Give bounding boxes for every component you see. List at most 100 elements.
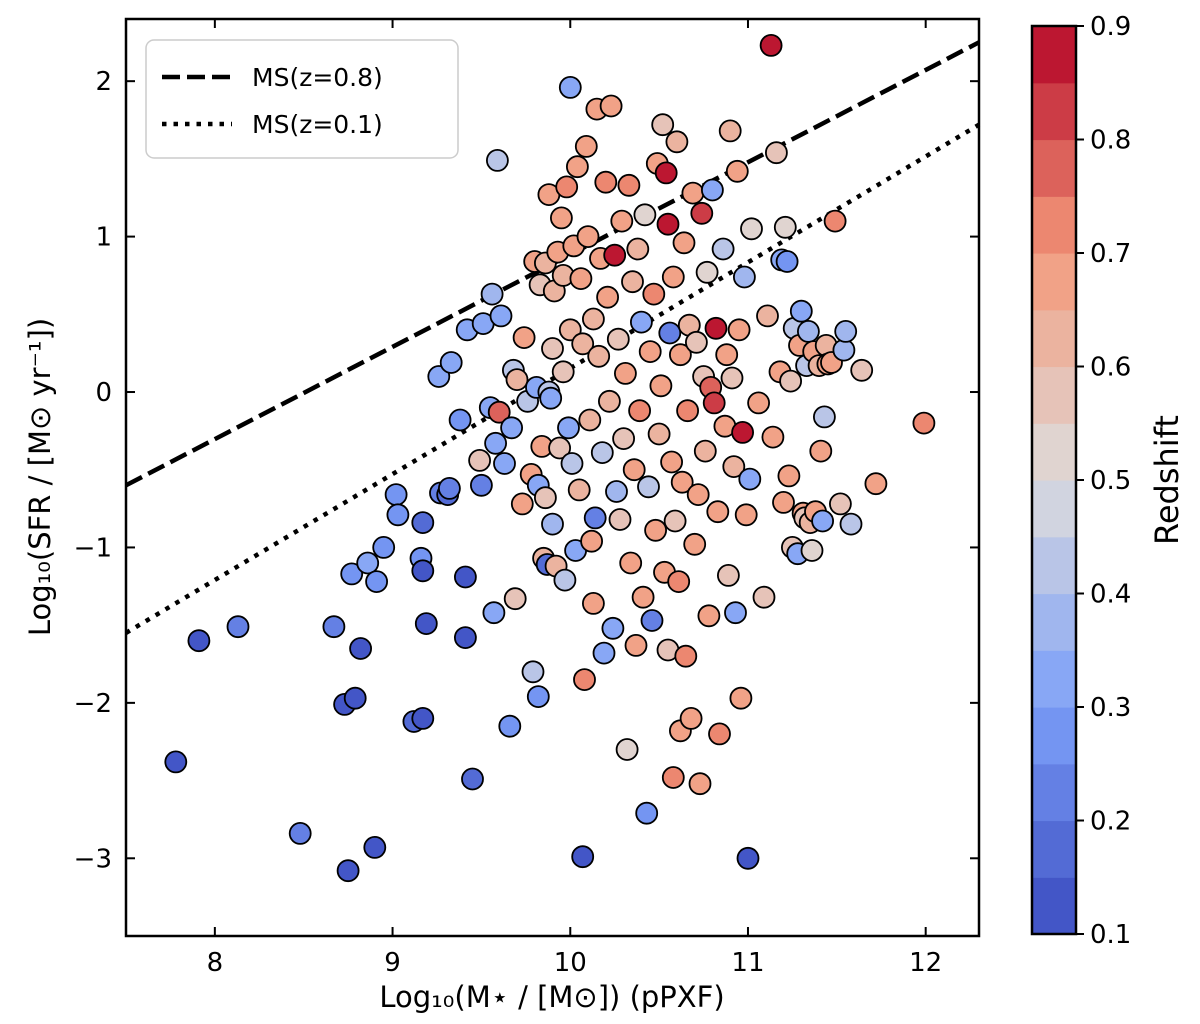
data-point bbox=[722, 455, 746, 479]
y-tick-label: 2 bbox=[95, 67, 112, 97]
data-point bbox=[582, 307, 605, 331]
data-point bbox=[365, 570, 389, 593]
data-point bbox=[649, 374, 673, 398]
colorbar-segment bbox=[1032, 536, 1076, 595]
colorbar-tick-label: 0.5 bbox=[1090, 466, 1131, 496]
data-point bbox=[187, 629, 211, 653]
data-point bbox=[322, 615, 346, 639]
data-point bbox=[690, 201, 714, 225]
colorbar-tick-label: 0.7 bbox=[1090, 239, 1131, 269]
data-point bbox=[576, 225, 600, 249]
data-point bbox=[811, 509, 834, 533]
data-point bbox=[343, 686, 367, 710]
x-tick-label: 11 bbox=[731, 948, 764, 978]
colorbar-segment bbox=[1032, 139, 1076, 197]
data-point bbox=[560, 452, 584, 475]
data-point bbox=[665, 130, 689, 154]
data-point bbox=[288, 822, 312, 845]
data-point bbox=[510, 492, 534, 516]
data-point bbox=[411, 707, 435, 730]
data-point bbox=[226, 615, 250, 639]
data-point bbox=[702, 391, 726, 415]
data-point bbox=[654, 161, 678, 185]
data-point bbox=[834, 319, 858, 343]
data-point bbox=[461, 767, 484, 791]
data-point bbox=[640, 609, 664, 632]
data-point bbox=[718, 119, 742, 143]
colorbar-tick-label: 0.1 bbox=[1090, 920, 1131, 950]
data-point bbox=[363, 836, 387, 859]
data-point bbox=[621, 270, 644, 294]
data-point bbox=[704, 316, 728, 340]
legend-entry-ms-z01: MS(z=0.1) bbox=[252, 110, 383, 139]
colorbar-segment bbox=[1032, 763, 1076, 822]
colorbar-tick-label: 0.9 bbox=[1090, 12, 1131, 42]
data-point bbox=[752, 585, 776, 609]
data-point bbox=[356, 551, 380, 575]
plot-frame bbox=[124, 17, 981, 938]
y-tick-label: −3 bbox=[74, 844, 112, 874]
data-point bbox=[386, 503, 410, 527]
data-point bbox=[551, 360, 575, 384]
colorbar-segment bbox=[1032, 82, 1076, 141]
data-point bbox=[631, 585, 655, 609]
data-point bbox=[439, 351, 463, 374]
data-point bbox=[615, 738, 639, 761]
colorbar-tick-label: 0.2 bbox=[1090, 807, 1131, 837]
data-point bbox=[599, 94, 623, 118]
data-point bbox=[747, 391, 770, 415]
colorbar-segment bbox=[1032, 253, 1076, 311]
data-point bbox=[850, 358, 874, 382]
data-point bbox=[566, 155, 589, 179]
data-point bbox=[628, 399, 651, 423]
data-point bbox=[489, 304, 513, 328]
data-point bbox=[550, 206, 573, 230]
data-point bbox=[411, 559, 435, 583]
colorbar-tick-label: 0.4 bbox=[1090, 580, 1131, 610]
data-point bbox=[829, 492, 852, 516]
data-point bbox=[606, 327, 630, 351]
data-point bbox=[775, 250, 799, 273]
data-point bbox=[574, 134, 598, 158]
data-point bbox=[487, 400, 511, 424]
data-point bbox=[761, 425, 785, 449]
data-point bbox=[414, 612, 438, 635]
data-point bbox=[553, 568, 577, 592]
data-point bbox=[695, 260, 719, 284]
data-point bbox=[638, 340, 662, 364]
data-point bbox=[582, 592, 605, 615]
colorbar-segment bbox=[1032, 877, 1076, 935]
x-tick-label: 8 bbox=[207, 948, 224, 978]
data-point bbox=[669, 343, 692, 367]
data-point bbox=[534, 486, 557, 510]
ms-line-dotted bbox=[124, 122, 981, 635]
colorbar-segment bbox=[1032, 650, 1076, 708]
data-point bbox=[724, 601, 747, 625]
y-tick-label: −1 bbox=[74, 533, 112, 563]
data-point bbox=[555, 175, 579, 199]
colorbar-tick-label: 0.6 bbox=[1090, 353, 1131, 383]
data-point bbox=[608, 508, 632, 531]
data-point bbox=[642, 282, 666, 306]
data-point bbox=[590, 441, 614, 465]
data-point bbox=[644, 518, 667, 542]
data-point bbox=[720, 366, 744, 390]
colorbar-segment bbox=[1032, 423, 1076, 481]
data-point bbox=[693, 439, 717, 463]
colorbar-segment bbox=[1032, 309, 1076, 368]
x-tick-label: 10 bbox=[554, 948, 587, 978]
data-point bbox=[480, 282, 504, 306]
data-point bbox=[340, 562, 364, 586]
data-point bbox=[622, 458, 646, 482]
y-tick-label: −2 bbox=[74, 689, 112, 719]
data-point bbox=[759, 34, 783, 57]
data-point bbox=[592, 641, 616, 665]
data-points bbox=[164, 34, 936, 883]
data-point bbox=[484, 431, 508, 455]
data-point bbox=[573, 668, 596, 691]
data-point bbox=[587, 344, 611, 368]
data-point bbox=[734, 503, 758, 527]
data-point bbox=[912, 411, 936, 435]
